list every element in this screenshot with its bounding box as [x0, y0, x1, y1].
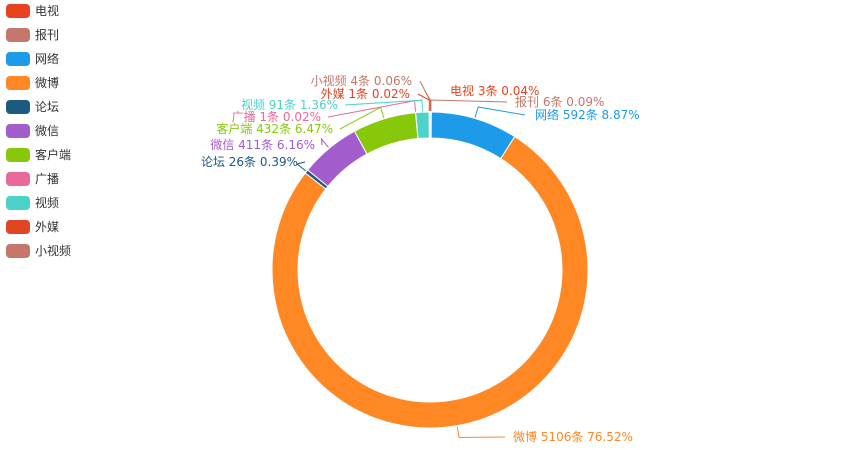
legend-swatch [6, 4, 30, 18]
slice-网络[interactable] [430, 111, 516, 160]
slice-label: 视频 91条 1.36% [241, 97, 338, 112]
legend-swatch [6, 76, 30, 90]
legend-item[interactable]: 电视 [6, 3, 59, 18]
legend-label: 客户端 [35, 147, 71, 162]
legend-swatch [6, 124, 30, 138]
legend-item[interactable]: 广播 [6, 172, 59, 186]
slice-label: 电视 3条 0.04% [450, 83, 539, 98]
slice-label: 网络 592条 8.87% [535, 107, 640, 122]
slice-label: 报刊 6条 0.09% [515, 94, 604, 109]
legend-label: 广播 [35, 172, 59, 186]
legend-label: 微博 [35, 75, 59, 90]
legend-swatch [6, 52, 30, 66]
donut-slices [271, 111, 589, 429]
legend-swatch [6, 28, 30, 42]
leader-line [419, 80, 431, 112]
leader-line [344, 99, 423, 112]
legend-swatch [6, 220, 30, 234]
slice-客户端[interactable] [353, 112, 419, 155]
slice-label: 客户端 432条 6.47% [216, 121, 333, 136]
leader-line [320, 137, 329, 148]
leader-line [430, 99, 508, 112]
legend-swatch [6, 100, 30, 114]
leader-line [296, 161, 307, 172]
slice-label: 论坛 26条 0.39% [201, 155, 298, 169]
slice-微博[interactable] [271, 135, 589, 429]
legend-label: 小视频 [35, 243, 71, 258]
legend-label: 微信 [35, 124, 59, 138]
legend-item[interactable]: 微信 [6, 124, 59, 138]
legend-swatch [6, 244, 30, 258]
legend-item[interactable]: 小视频 [6, 243, 71, 258]
legend-swatch [6, 148, 30, 162]
legend-item[interactable]: 外媒 [6, 220, 59, 234]
legend-label: 报刊 [35, 27, 59, 42]
legend-label: 电视 [35, 3, 59, 18]
legend-item[interactable]: 论坛 [6, 100, 59, 114]
legend-item[interactable]: 客户端 [6, 147, 71, 162]
legend-swatch [6, 172, 30, 186]
legend-item[interactable]: 视频 [6, 195, 59, 210]
legend-swatch [6, 196, 30, 210]
legend-label: 外媒 [35, 220, 59, 234]
label-leader-lines [296, 80, 526, 439]
leader-line [456, 426, 506, 439]
legend-item[interactable]: 网络 [6, 51, 59, 66]
slice-label: 外媒 1条 0.02% [321, 87, 410, 101]
legend-item[interactable]: 微博 [6, 75, 59, 90]
leader-line [474, 106, 526, 118]
legend-label: 论坛 [35, 100, 59, 114]
legend-label: 视频 [35, 195, 59, 210]
slice-label: 广播 1条 0.02% [232, 110, 321, 124]
slice-视频[interactable] [415, 111, 430, 140]
slice-label: 微博 5106条 76.52% [513, 429, 633, 444]
slice-labels: 电视 3条 0.04%报刊 6条 0.09%网络 592条 8.87% 微博 51… [201, 73, 640, 444]
slice-label: 小视频 4条 0.06% [311, 73, 412, 88]
legend-label: 网络 [35, 51, 59, 66]
legend-item[interactable]: 报刊 [6, 27, 59, 42]
slice-小视频[interactable] [428, 111, 431, 139]
slice-label: 微信 411条 6.16% [210, 138, 315, 152]
